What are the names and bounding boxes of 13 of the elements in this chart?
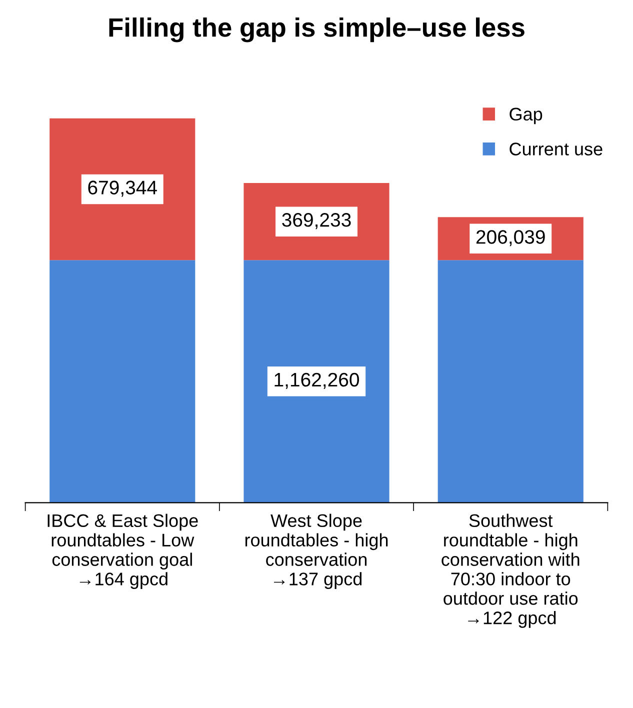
data-label: 1,162,260 <box>274 372 359 389</box>
legend-label: Current use <box>510 142 602 156</box>
chart-title: Filling the gap is simple–use less <box>109 17 524 42</box>
x-tick-label: IBCC & East Slope roundtables - Low conservation goal →164 gpcd <box>48 514 198 589</box>
x-tick-label: Southwest roundtable - high conservation with 70:30 indoor to outdoor use ratio →122 gpcd <box>442 514 580 628</box>
data-label: 206,039 <box>476 230 545 246</box>
bar <box>438 260 584 503</box>
bar <box>50 260 196 503</box>
data-label: 679,344 <box>88 180 157 197</box>
data-label: 369,233 <box>282 213 351 230</box>
bar <box>244 260 390 503</box>
legend-label: Gap <box>510 108 542 124</box>
x-tick-label: West Slope roundtables - high conservation →137 gpcd <box>245 514 388 589</box>
